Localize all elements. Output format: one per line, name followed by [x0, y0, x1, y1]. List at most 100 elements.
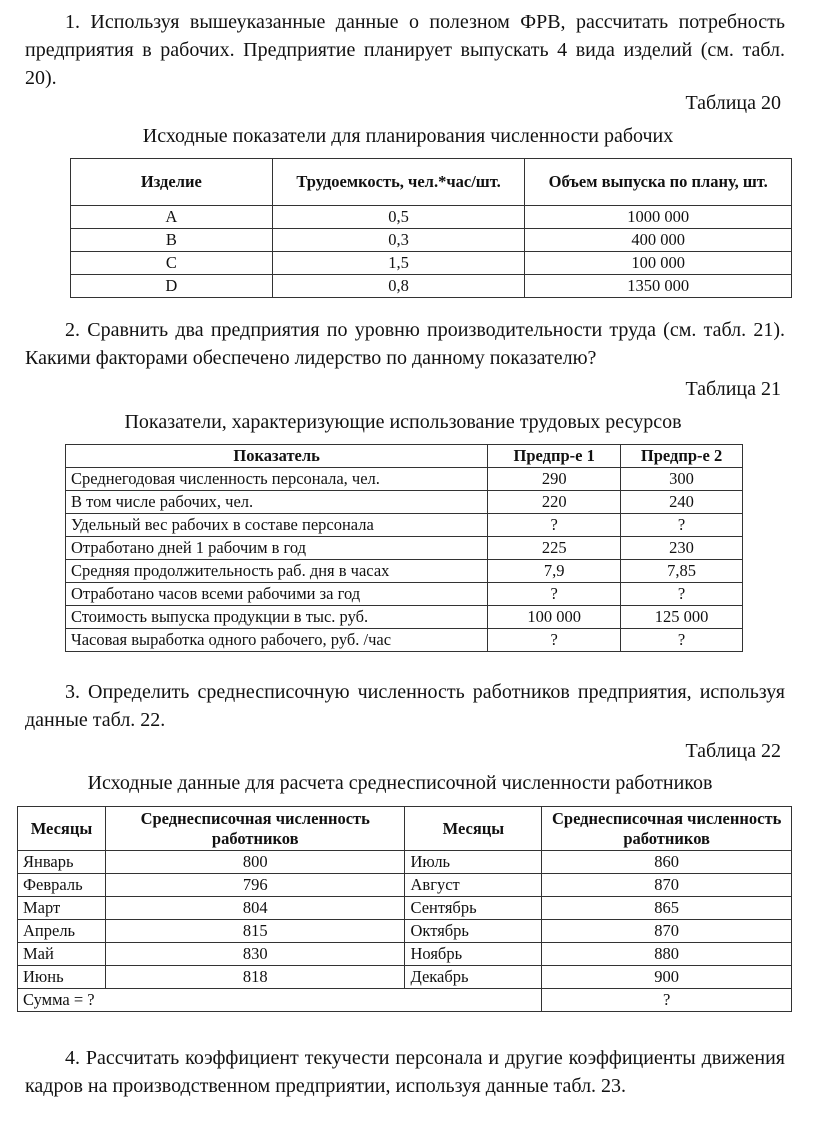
table-cell: В том числе рабочих, чел.: [64, 490, 489, 514]
table-cell: 870: [541, 873, 792, 897]
header-cell: Среднесписочная численность работников: [104, 806, 406, 851]
sum-label: Сумма = ?: [16, 988, 543, 1012]
table-row: Стоимость выпуска продукции в тыс. руб. 1…: [64, 605, 743, 629]
table-cell: ?: [620, 513, 743, 537]
table-cell: 100 000: [524, 251, 792, 275]
table22-number: Таблица 22: [685, 740, 781, 762]
table-cell: Май: [17, 942, 106, 966]
table20-caption: Исходные показатели для планирования чис…: [142, 125, 674, 147]
table-cell: Октябрь: [404, 919, 543, 943]
table-cell: 300: [620, 467, 743, 491]
table-cell: 796: [104, 873, 406, 897]
table-cell: 125 000: [620, 605, 743, 629]
table-cell: D: [70, 274, 273, 298]
table-row: Отработано дней 1 рабочим в год 225 230: [64, 536, 743, 560]
table-row: A 0,5 1000 000: [70, 205, 792, 229]
table-cell: 220: [487, 490, 622, 514]
table-cell: Отработано дней 1 рабочим в год: [64, 536, 489, 560]
table-row: Отработано часов всеми рабочими за год??: [64, 582, 743, 606]
table-cell: 225: [487, 536, 622, 560]
table-cell: 0,8: [271, 274, 526, 298]
table-cell: 818: [104, 965, 406, 989]
header-cell: Предпр-е 2: [620, 444, 743, 468]
table-cell: Средняя продолжительность раб. дня в час…: [64, 559, 489, 583]
table-cell: 1350 000: [524, 274, 792, 298]
table-cell: 290: [487, 467, 622, 491]
table-row: Часовая выработка одного рабочего, руб. …: [64, 628, 743, 652]
table-row: Январь 800 Июль 860: [17, 850, 792, 874]
table-cell: 870: [541, 919, 792, 943]
table-cell: Июль: [404, 850, 543, 874]
table-cell: Среднегодовая численность персонала, чел…: [64, 467, 489, 491]
table-row: B 0,3 400 000: [70, 228, 792, 252]
table-cell: B: [70, 228, 273, 252]
table-row: C 1,5 100 000: [70, 251, 792, 275]
table-cell: ?: [487, 628, 622, 652]
table-cell: 900: [541, 965, 792, 989]
task4-text: 4. Рассчитать коэффициент текучести перс…: [25, 1047, 785, 1097]
table-cell: Отработано часов всеми рабочими за год: [64, 582, 489, 606]
task1-text: 1. Используя вышеуказанные данные о поле…: [25, 11, 785, 89]
table-20: Изделие Трудоемкость, чел.*час/шт. Объем в…: [70, 158, 792, 298]
header-cell: Изделие: [70, 158, 273, 206]
header-cell: Месяцы: [404, 806, 543, 851]
table-row: В том числе рабочих, чел. 220 240: [64, 490, 743, 514]
table-cell: Июнь: [17, 965, 106, 989]
table-cell: 1000 000: [524, 205, 792, 229]
task2-text: 2. Сравнить два предприятия по уровню пр…: [25, 319, 785, 369]
table-cell: Ноябрь: [404, 942, 543, 966]
table-cell: Сентябрь: [404, 896, 543, 920]
table20-number: Таблица 20: [685, 92, 781, 114]
header-cell: Объем выпуска по плану, шт.: [524, 158, 792, 206]
header-cell: Месяцы: [17, 806, 106, 851]
table-21: Показатель Предпр-е 1 Предпр-е 2 Среднегод…: [64, 444, 743, 652]
table-row: Средняя продолжительность раб. дня в час…: [64, 559, 743, 583]
table-row: Июнь 818 Декабрь 900: [17, 965, 792, 989]
header-cell: Среднесписочная численность работников: [541, 806, 792, 851]
table-cell: Март: [17, 896, 106, 920]
table-cell: 830: [104, 942, 406, 966]
header-cell: Трудоемкость, чел.*час/шт.: [271, 158, 526, 206]
table-cell: Часовая выработка одного рабочего, руб. …: [64, 628, 489, 652]
table-cell: 230: [620, 536, 743, 560]
table-cell: 1,5: [271, 251, 526, 275]
table-cell: 865: [541, 896, 792, 920]
table-row: Среднегодовая численность персонала, чел…: [64, 467, 743, 491]
table-row: D 0,8 1350 000: [70, 274, 792, 298]
header-cell: Предпр-е 1: [487, 444, 622, 468]
table-row: Апрель 815 Октябрь 870: [17, 919, 792, 943]
table-cell: Удельный вес рабочих в составе персонала: [64, 513, 489, 537]
table-cell: ?: [620, 582, 743, 606]
table-cell: 880: [541, 942, 792, 966]
sum-value: ?: [541, 988, 792, 1012]
table-cell: Апрель: [17, 919, 106, 943]
table-cell: Август: [404, 873, 543, 897]
table-cell: 815: [104, 919, 406, 943]
table-cell: Стоимость выпуска продукции в тыс. руб.: [64, 605, 489, 629]
table-cell: 0,5: [271, 205, 526, 229]
task3-text: 3. Определить среднесписочную численност…: [25, 681, 785, 731]
table-22: Месяцы Среднесписочная численность работн…: [16, 806, 792, 1012]
table-cell: ?: [487, 513, 622, 537]
table-cell: C: [70, 251, 273, 275]
table-row: Март 804 Сентябрь 865: [17, 896, 792, 920]
table-row: Февраль 796 Август 870: [17, 873, 792, 897]
table-cell: Декабрь: [404, 965, 543, 989]
table-cell: 7,9: [487, 559, 622, 583]
table-cell: 860: [541, 850, 792, 874]
table21-number: Таблица 21: [685, 378, 781, 400]
table-cell: ?: [620, 628, 743, 652]
table-cell: A: [70, 205, 273, 229]
table-cell: 0,3: [271, 228, 526, 252]
table21-caption: Показатели, характеризующие использовани…: [124, 411, 682, 433]
table-cell: ?: [487, 582, 622, 606]
table-cell: 804: [104, 896, 406, 920]
table-cell: Январь: [17, 850, 106, 874]
table-cell: 100 000: [487, 605, 622, 629]
table-row: Удельный вес рабочих в составе персонала…: [64, 513, 743, 537]
table-cell: 800: [104, 850, 406, 874]
header-cell: Показатель: [64, 444, 489, 468]
table-cell: 7,85: [620, 559, 743, 583]
table22-caption: Исходные данные для расчета среднесписоч…: [87, 772, 713, 794]
